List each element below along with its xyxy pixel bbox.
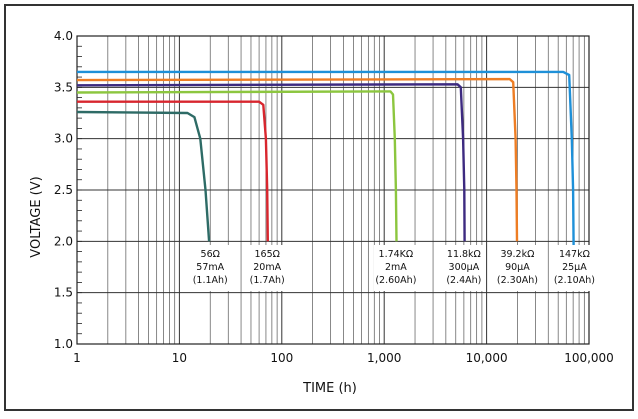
x-tick-label: 1 — [73, 351, 81, 365]
series-line-4 — [76, 83, 466, 242]
y-tick-label: 1.5 — [54, 286, 73, 300]
plot-area-border — [76, 35, 590, 345]
annotation-text: 1.74KΩ — [379, 249, 414, 260]
series-line-2 — [77, 100, 269, 242]
annotation-box-1 — [188, 245, 233, 291]
x-tick-label: 10 — [172, 351, 187, 365]
x-tick-label: 100 — [270, 351, 293, 365]
tick-label-layer: 1 10 100 1,000 10,000 100,000 1.0 1.5 2.0 2.5 3.0 3… — [54, 29, 614, 365]
series-line-3 — [76, 90, 398, 242]
annotation-text: 2mA — [385, 262, 407, 273]
x-axis-title: TIME (h) — [302, 381, 357, 396]
series-line-6 — [77, 70, 575, 268]
y-tick-label: 3.5 — [54, 80, 73, 94]
x-tick-label: 10,000 — [466, 351, 508, 365]
annotation-text: 20mA — [253, 262, 281, 273]
annotation-text: (2.4Ah) — [446, 275, 481, 286]
series-layer — [76, 70, 575, 268]
annotation-box-2 — [245, 245, 290, 291]
annotation-text: 147kΩ — [559, 249, 590, 260]
y-tick-label: 1.0 — [54, 337, 73, 351]
annotation-box-5 — [495, 245, 540, 291]
x-tick-label: 100,000 — [564, 351, 614, 365]
y-axis-title: VOLTAGE (V) — [29, 176, 44, 257]
annotation-text: 165Ω — [254, 249, 279, 260]
annotation-text: (1.7Ah) — [250, 275, 285, 286]
annotation-text: (2.30Ah) — [497, 275, 538, 286]
annotation-text: 56Ω — [201, 249, 220, 260]
annotation-text: 11.8kΩ — [447, 249, 481, 260]
annotation-layer: 56Ω 57mA (1.1Ah) 165Ω 20mA (1.7Ah) 1.74KΩ 2mA (2… — [188, 245, 597, 291]
annotation-text: (1.1Ah) — [193, 275, 228, 286]
annotation-text: 90µA — [505, 262, 530, 273]
series-line-1 — [76, 110, 211, 242]
y-tick-label: 2.5 — [54, 183, 73, 197]
series-line-5 — [76, 77, 519, 242]
annotation-text: 39.2kΩ — [500, 249, 534, 260]
annotation-text: 25µA — [562, 262, 587, 273]
annotation-box-3 — [373, 245, 418, 291]
y-tick-label: 2.0 — [54, 234, 73, 248]
annotation-box-4 — [441, 245, 486, 291]
annotation-text: (2.10Ah) — [554, 275, 595, 286]
annotation-text: 57mA — [196, 262, 224, 273]
annotation-box-6 — [552, 245, 597, 291]
annotation-text: 300µA — [449, 262, 480, 273]
outer-border — [4, 4, 634, 411]
x-tick-label: 1,000 — [367, 351, 401, 365]
annotation-text: (2.60Ah) — [375, 275, 416, 286]
y-tick-label: 3.0 — [54, 132, 73, 146]
y-tick-label: 4.0 — [54, 29, 73, 43]
